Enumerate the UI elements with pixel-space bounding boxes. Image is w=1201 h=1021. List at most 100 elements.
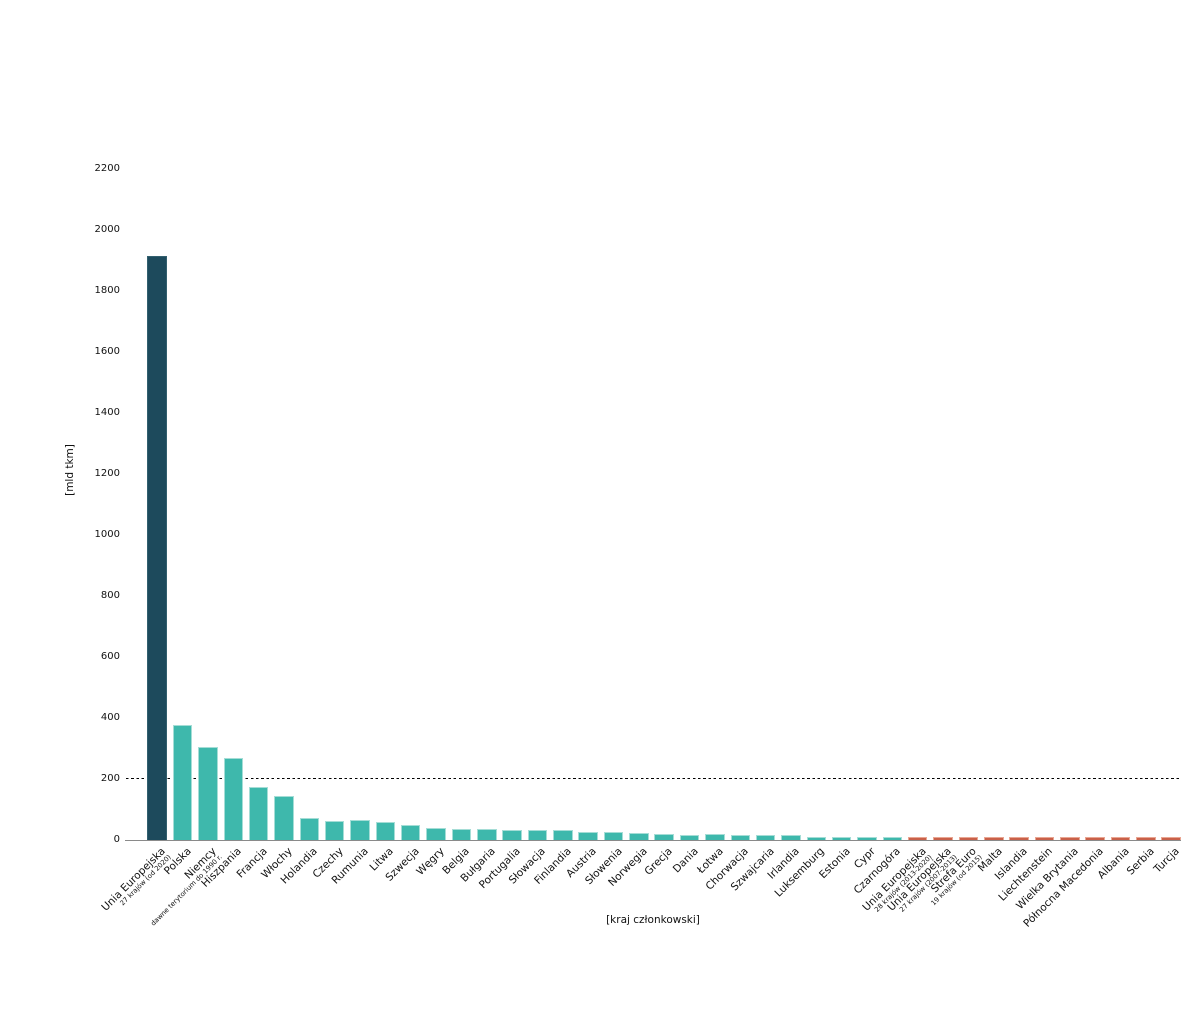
bar-chorwacja xyxy=(730,835,750,840)
x-tick-sublabel: 19 krajów (od 2015) xyxy=(929,853,985,908)
y-tick-label-1600: 1600 xyxy=(94,345,120,357)
bar-w-gry xyxy=(426,828,446,840)
bar-niemcy-dawne-terytorium-do-1990-r xyxy=(198,747,218,840)
x-tick-label: Liechtenstein xyxy=(996,845,1056,904)
x-tick-hiszpania: Hiszpania xyxy=(6,845,244,889)
x-tick-holandia: Holandia xyxy=(82,845,320,886)
bar-serbia xyxy=(1136,837,1156,840)
x-tick-niemcy-dawne-terytorium-do-1990-r: Niemcy dawne terytorium do 1990 r. xyxy=(0,845,224,927)
x-tick-label: Estonia xyxy=(816,845,853,882)
x-tick-grecja: Grecja xyxy=(437,845,675,877)
x-tick-label: Włochy xyxy=(259,845,295,881)
bar-hiszpania xyxy=(223,757,243,840)
x-tick-cypr: Cypr xyxy=(640,845,878,871)
bar-p-nocna-macedonia xyxy=(1085,837,1105,840)
bar-otwa xyxy=(705,834,725,840)
x-tick-sublabel: 28 krajów (2013-2020) xyxy=(872,853,934,914)
bar-czechy xyxy=(324,821,345,840)
x-tick-w-ochy: Włochy xyxy=(57,845,295,881)
x-tick-label: Szwecja xyxy=(383,845,422,884)
bar-finlandia xyxy=(553,830,573,840)
x-tick-w-gry: Węgry xyxy=(209,845,447,878)
x-tick-label: Północna Macedonia xyxy=(1021,845,1106,930)
x-tick-norwegia: Norwegia xyxy=(412,845,650,889)
x-tick-label: Polska xyxy=(161,845,194,878)
x-tick-francja: Francja xyxy=(32,845,269,880)
x-tick-label: Belgia xyxy=(440,845,473,877)
x-tick-sublabel: dawne terytorium do 1990 r. xyxy=(149,853,224,928)
x-tick-label: Islandia xyxy=(992,845,1030,883)
x-tick-label: Szwajcaria xyxy=(728,845,777,894)
x-tick-label: Dania xyxy=(670,845,701,876)
x-tick-s-owenia: Słowenia xyxy=(387,845,624,887)
x-tick-czarnog-ra: Czarnogóra xyxy=(665,845,903,896)
x-tick-label: Strefa Euro 19 krajów (od 2015) xyxy=(809,845,985,1021)
x-tick-label: Turcja xyxy=(1151,845,1182,876)
x-tick-szwajcaria: Szwajcaria xyxy=(539,845,776,893)
x-tick-label: Holandia xyxy=(278,845,321,887)
x-tick-unia-europejska-27-kraj-w-od-2020: Unia Europejska 27 krajów (od 2020) xyxy=(0,845,173,913)
y-tick-label-1000: 1000 xyxy=(94,528,120,540)
bar-holandia xyxy=(299,817,320,840)
x-tick-label: Unia Europejska 28 krajów (2013-2020) xyxy=(758,845,934,1021)
y-tick-label-800: 800 xyxy=(100,589,120,601)
x-tick-estonia: Estonia xyxy=(615,845,853,881)
bar-turcja xyxy=(1161,837,1181,840)
x-tick-belgia: Belgia xyxy=(234,845,473,877)
x-tick-label: Grecja xyxy=(642,845,675,878)
x-axis-title: [kraj członkowski] xyxy=(606,914,700,926)
x-tick-finlandia: Finlandia xyxy=(336,845,574,887)
y-tick-label-0: 0 xyxy=(113,833,120,845)
x-tick-label: Bułgaria xyxy=(458,845,498,885)
x-tick-unia-europejska-28-kraj-w-2013-2020: Unia Europejska 28 krajów (2013-2020) xyxy=(691,845,933,913)
bar-dania xyxy=(679,834,700,840)
x-tick-label: Cypr xyxy=(851,845,878,872)
x-tick-portugalia: Portugalia xyxy=(285,845,523,891)
bar-bu-garia xyxy=(477,828,497,840)
x-tick-unia-europejska-27-kraj-w-2007-2013: Unia Europejska 27 krajów (2007-2013) xyxy=(716,845,958,913)
bar-unia-europejska-27-kraj-w-2007-2013 xyxy=(933,837,953,840)
x-tick-islandia: Islandia xyxy=(792,845,1030,882)
x-tick-label: Albania xyxy=(1095,845,1132,882)
y-tick-label-1800: 1800 xyxy=(94,284,120,296)
bar-s-owenia xyxy=(603,831,624,840)
x-tick-wielka-brytania: Wielka Brytania xyxy=(843,845,1081,912)
y-tick-label-400: 400 xyxy=(100,711,120,723)
x-tick-label: Norwegia xyxy=(606,845,650,889)
x-tick-czechy: Czechy xyxy=(108,845,345,880)
x-tick-s-owacja: Słowacja xyxy=(310,845,548,886)
bar-czarnog-ra xyxy=(882,837,903,840)
bar-unia-europejska-27-kraj-w-od-2020 xyxy=(147,255,167,840)
x-tick-turcja: Turcja xyxy=(944,845,1182,875)
y-tick-label-2200: 2200 xyxy=(94,162,120,174)
x-tick-label: Rumunia xyxy=(329,845,371,887)
x-axis-line xyxy=(125,839,1181,842)
x-tick-sublabel: 27 krajów (od 2020) xyxy=(118,853,173,908)
x-tick-liechtenstein: Liechtenstein xyxy=(817,845,1055,903)
x-tick-malta: Malta xyxy=(767,845,1005,874)
x-tick-litwa: Litwa xyxy=(158,845,396,873)
bar-w-ochy xyxy=(274,795,294,840)
bar-francja xyxy=(248,787,269,840)
bar-polska xyxy=(172,724,193,840)
x-tick-label: Słowacja xyxy=(507,845,549,887)
y-tick-label-600: 600 xyxy=(100,650,120,662)
bar-islandia xyxy=(1009,837,1029,840)
x-tick-p-nocna-macedonia: Północna Macedonia xyxy=(868,845,1105,929)
bar-strefa-euro-19-kraj-w-od-2015 xyxy=(958,837,979,840)
bar-cypr xyxy=(857,836,877,840)
x-tick-label: Czarnogóra xyxy=(851,845,904,897)
y-tick-label-200: 200 xyxy=(100,772,120,784)
reference-line-200 xyxy=(126,777,1180,780)
bar-liechtenstein xyxy=(1034,837,1055,840)
bar-grecja xyxy=(654,833,674,840)
x-tick-label: Unia Europejska 27 krajów (2007-2013) xyxy=(783,845,958,1021)
x-tick-label: Węgry xyxy=(414,845,447,878)
x-tick-otwa: Łotwa xyxy=(488,845,726,876)
bar-belgia xyxy=(451,829,472,840)
x-tick-rumunia: Rumunia xyxy=(133,845,371,886)
bar-s-owacja xyxy=(527,830,548,840)
bar-litwa xyxy=(375,822,396,840)
x-tick-austria: Austria xyxy=(361,845,599,880)
x-tick-label: Irlandia xyxy=(765,845,802,882)
